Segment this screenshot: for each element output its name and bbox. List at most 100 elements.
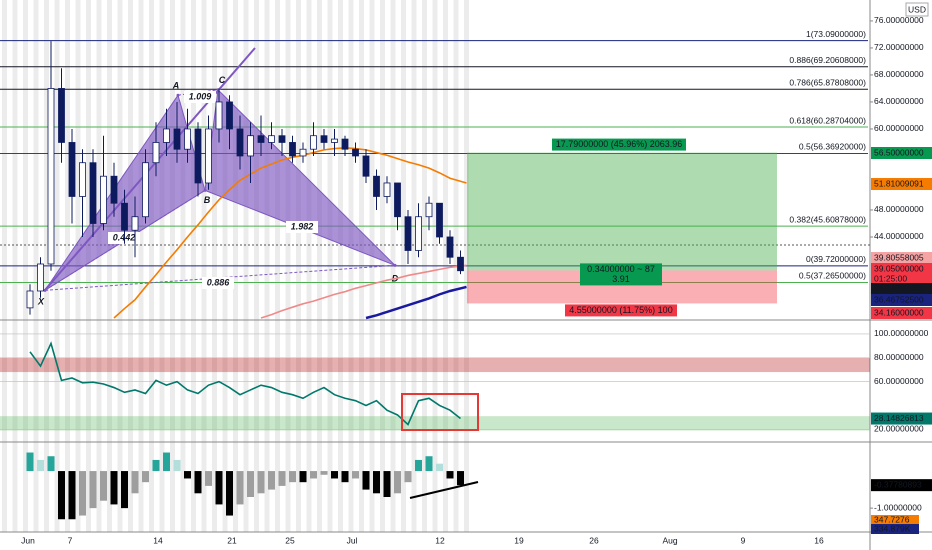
candle-body bbox=[58, 88, 65, 143]
ratio-bg bbox=[202, 277, 234, 289]
histogram-bar bbox=[341, 471, 349, 483]
histogram-bar bbox=[173, 459, 181, 472]
x-tick-label: Aug bbox=[662, 535, 677, 545]
macd-trend bbox=[409, 481, 479, 499]
histogram-bar bbox=[247, 471, 254, 498]
candle-body bbox=[383, 182, 391, 197]
fib-label: 0.886(69.20608000) bbox=[789, 55, 866, 65]
entry-label-bg bbox=[580, 263, 662, 286]
x-tick-label: 19 bbox=[514, 535, 524, 545]
price-tag-bg bbox=[871, 178, 932, 190]
price-tag: 38.71000000 bbox=[874, 282, 924, 292]
x-tick-label: 9 bbox=[741, 535, 746, 545]
candle-body bbox=[184, 128, 191, 150]
candle-body bbox=[446, 236, 454, 258]
candle-body bbox=[436, 202, 443, 238]
candle-body bbox=[215, 101, 223, 130]
countdown-bg bbox=[871, 274, 932, 283]
candle-body bbox=[278, 135, 286, 143]
price-tag-bg bbox=[871, 282, 932, 294]
y-tick-label: 44.00000000 bbox=[874, 231, 924, 241]
candle-body bbox=[79, 162, 86, 197]
pattern-point-label: B bbox=[204, 195, 211, 205]
x-tick-label: 21 bbox=[227, 535, 237, 545]
histogram-bar bbox=[352, 471, 359, 479]
histogram-bar bbox=[26, 452, 34, 472]
histogram-bar bbox=[184, 471, 191, 479]
price-tag: 51.81009091 bbox=[874, 178, 924, 188]
loss-label: 4.55000000 (11.75%) 100 bbox=[569, 305, 672, 315]
extra-tag: 334.879K bbox=[874, 523, 911, 533]
candle-body bbox=[341, 138, 349, 150]
histogram-bar bbox=[446, 471, 454, 479]
histogram-bar bbox=[110, 471, 118, 505]
x-tick-label: Jul bbox=[347, 535, 358, 545]
ratio-bg bbox=[286, 221, 318, 233]
candle-body bbox=[310, 135, 317, 150]
rsi-line bbox=[29, 341, 461, 426]
candle-body bbox=[268, 135, 275, 143]
pattern-point bbox=[176, 93, 180, 97]
extra-tag-bg bbox=[871, 515, 919, 525]
histogram-bar bbox=[457, 471, 464, 486]
histogram-bar bbox=[194, 471, 202, 494]
y-tick-label: 72.00000000 bbox=[874, 42, 924, 52]
currency: USD bbox=[908, 4, 926, 14]
candle-body bbox=[257, 135, 265, 143]
y-tick-label: 20.00000000 bbox=[874, 424, 924, 434]
histogram-bar bbox=[257, 471, 265, 494]
x-tick-label: 26 bbox=[589, 535, 599, 545]
candle-body bbox=[226, 101, 233, 130]
pattern-point-label: C bbox=[219, 75, 226, 85]
histogram-bar bbox=[47, 456, 55, 472]
price-tag-bg bbox=[871, 263, 932, 275]
fib-label: 1(73.09000000) bbox=[806, 29, 866, 39]
moving-average bbox=[365, 285, 467, 320]
x-tick-label: 7 bbox=[68, 535, 73, 545]
candle-body bbox=[142, 162, 149, 218]
extra-tag: 347.7276 bbox=[874, 514, 910, 524]
y-tick-label: 68.00000000 bbox=[874, 69, 924, 79]
y-tick-label: 64.00000000 bbox=[874, 96, 924, 106]
y-tick-label: 100.00000000 bbox=[874, 328, 929, 338]
ratio-label: 1.009 bbox=[189, 91, 212, 101]
pattern-point bbox=[203, 188, 207, 192]
histogram-bar bbox=[394, 471, 401, 494]
entry-label: 0.34000000 ~ 87 bbox=[587, 264, 655, 274]
moving-average bbox=[260, 264, 467, 319]
macd-tag-bg bbox=[871, 479, 932, 492]
price-tag: 39.80558005 bbox=[874, 252, 924, 262]
y-tick-label: 76.00000000 bbox=[874, 15, 924, 25]
y-tick-label: 60.00000000 bbox=[874, 123, 924, 133]
histogram-bar bbox=[163, 452, 170, 472]
histogram-bar bbox=[436, 463, 443, 472]
fib-label: 0(39.72000000) bbox=[806, 254, 866, 264]
price-tag-bg bbox=[871, 294, 932, 306]
y-tick-label: -1.00000000 bbox=[874, 502, 922, 512]
pattern-point bbox=[43, 288, 47, 292]
x-tick-label: 25 bbox=[285, 535, 295, 545]
histogram-bar bbox=[68, 471, 76, 520]
histogram-bar bbox=[215, 471, 223, 505]
fib-label: 0.5(56.36920000) bbox=[799, 142, 866, 152]
candle-body bbox=[89, 162, 97, 224]
candle-body bbox=[289, 142, 296, 157]
histogram-bar bbox=[205, 471, 212, 486]
histogram-bar bbox=[278, 471, 286, 486]
histogram-bar bbox=[131, 471, 139, 494]
candle-body bbox=[131, 216, 139, 231]
histogram-bar bbox=[236, 471, 244, 505]
price-tag: 36.46752500 bbox=[874, 294, 924, 304]
histogram-bar bbox=[415, 459, 422, 472]
histogram-bar bbox=[299, 471, 307, 483]
candle-body bbox=[68, 142, 76, 197]
y-tick-label: 48.00000000 bbox=[874, 204, 924, 214]
x-tick-label: 14 bbox=[153, 535, 163, 545]
pattern-xb bbox=[44, 189, 206, 291]
candle-body bbox=[26, 290, 34, 309]
macd-tag: -0.37780893 bbox=[874, 479, 922, 489]
candle-body bbox=[236, 128, 244, 157]
profit-label: 17.79000000 (45.96%) 2063.96 bbox=[556, 139, 683, 149]
loss-label-bg bbox=[565, 304, 677, 317]
rsi-tag-bg bbox=[871, 412, 932, 425]
